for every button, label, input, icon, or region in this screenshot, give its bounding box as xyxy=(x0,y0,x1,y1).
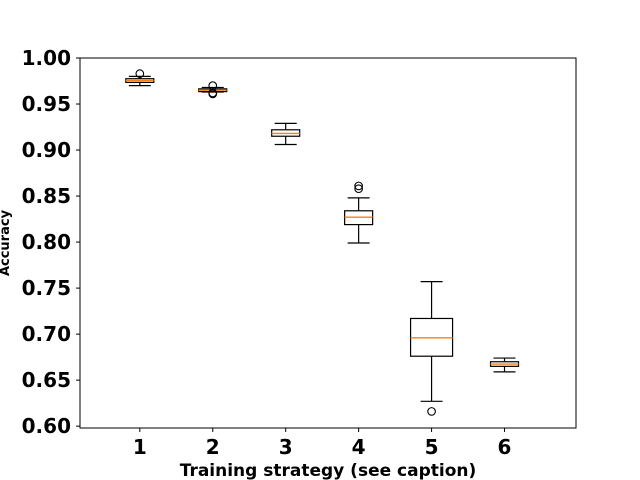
x-axis-label: Training strategy (see caption) xyxy=(180,461,477,480)
box-group-5 xyxy=(409,281,454,416)
outlier-point xyxy=(208,81,218,90)
y-tick-label: 0.60 xyxy=(22,414,71,438)
x-tick-label: 6 xyxy=(498,435,512,459)
y-tick-label: 0.75 xyxy=(22,276,71,300)
x-tick-label: 2 xyxy=(206,435,220,459)
box-group-6 xyxy=(489,357,520,373)
box-group-4 xyxy=(344,181,374,244)
box-group-3 xyxy=(271,122,301,146)
x-tick-label: 5 xyxy=(425,435,439,459)
x-tick-label: 1 xyxy=(133,435,147,459)
y-tick-label: 0.85 xyxy=(22,184,71,208)
plot-area xyxy=(79,57,577,429)
box-group-1 xyxy=(125,69,155,87)
y-axis: 0.60 0.65 0.70 0.75 0.80 0.85 0.90 0.95 1.00 xyxy=(22,46,80,438)
outlier-point xyxy=(427,407,436,416)
x-tick-label: 4 xyxy=(352,435,366,459)
y-tick-label: 0.70 xyxy=(22,322,71,346)
box-group-2 xyxy=(198,81,228,99)
y-axis-label: Accuracy xyxy=(0,209,13,276)
x-axis: 1 2 3 4 5 6 xyxy=(133,428,512,459)
y-tick-label: 0.80 xyxy=(22,230,71,254)
y-tick-label: 0.65 xyxy=(22,368,71,392)
y-tick-label: 0.90 xyxy=(22,138,71,162)
x-tick-label: 3 xyxy=(279,435,293,459)
plot-frame xyxy=(79,57,577,429)
y-tick-label: 1.00 xyxy=(22,46,71,70)
y-tick-label: 0.95 xyxy=(22,92,71,116)
outlier-point xyxy=(354,181,363,191)
outlier-point xyxy=(135,69,145,78)
outlier-point xyxy=(354,184,363,194)
